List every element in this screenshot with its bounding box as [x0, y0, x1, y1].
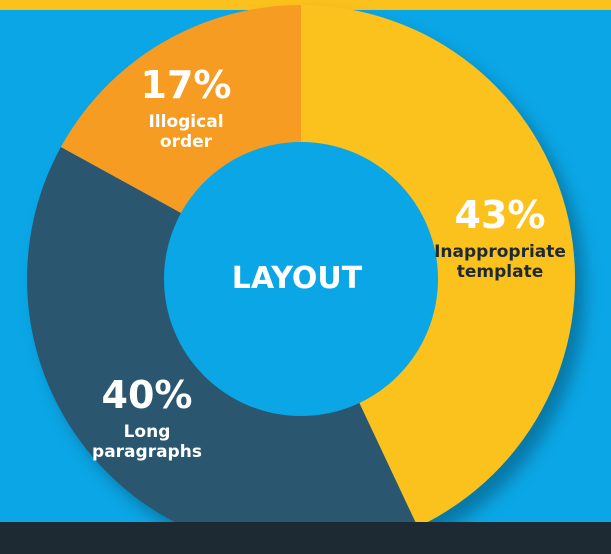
bottom-bar [0, 522, 611, 554]
slice-percent-label: 40% [102, 373, 193, 417]
slice-percent-label: 43% [455, 193, 546, 237]
slice-category-label: Illogical [148, 112, 223, 132]
slice-percent-label: 17% [141, 63, 232, 107]
slice-category-label: Inappropriate [434, 242, 566, 262]
center-label: LAYOUT [232, 261, 363, 296]
slice-category-label: order [160, 132, 213, 152]
donut-center [164, 142, 438, 416]
slice-category-label: paragraphs [92, 442, 202, 462]
top-yellow-band [0, 0, 611, 10]
slice-category-label: Long [124, 422, 171, 442]
slice-category-label: template [457, 262, 544, 282]
